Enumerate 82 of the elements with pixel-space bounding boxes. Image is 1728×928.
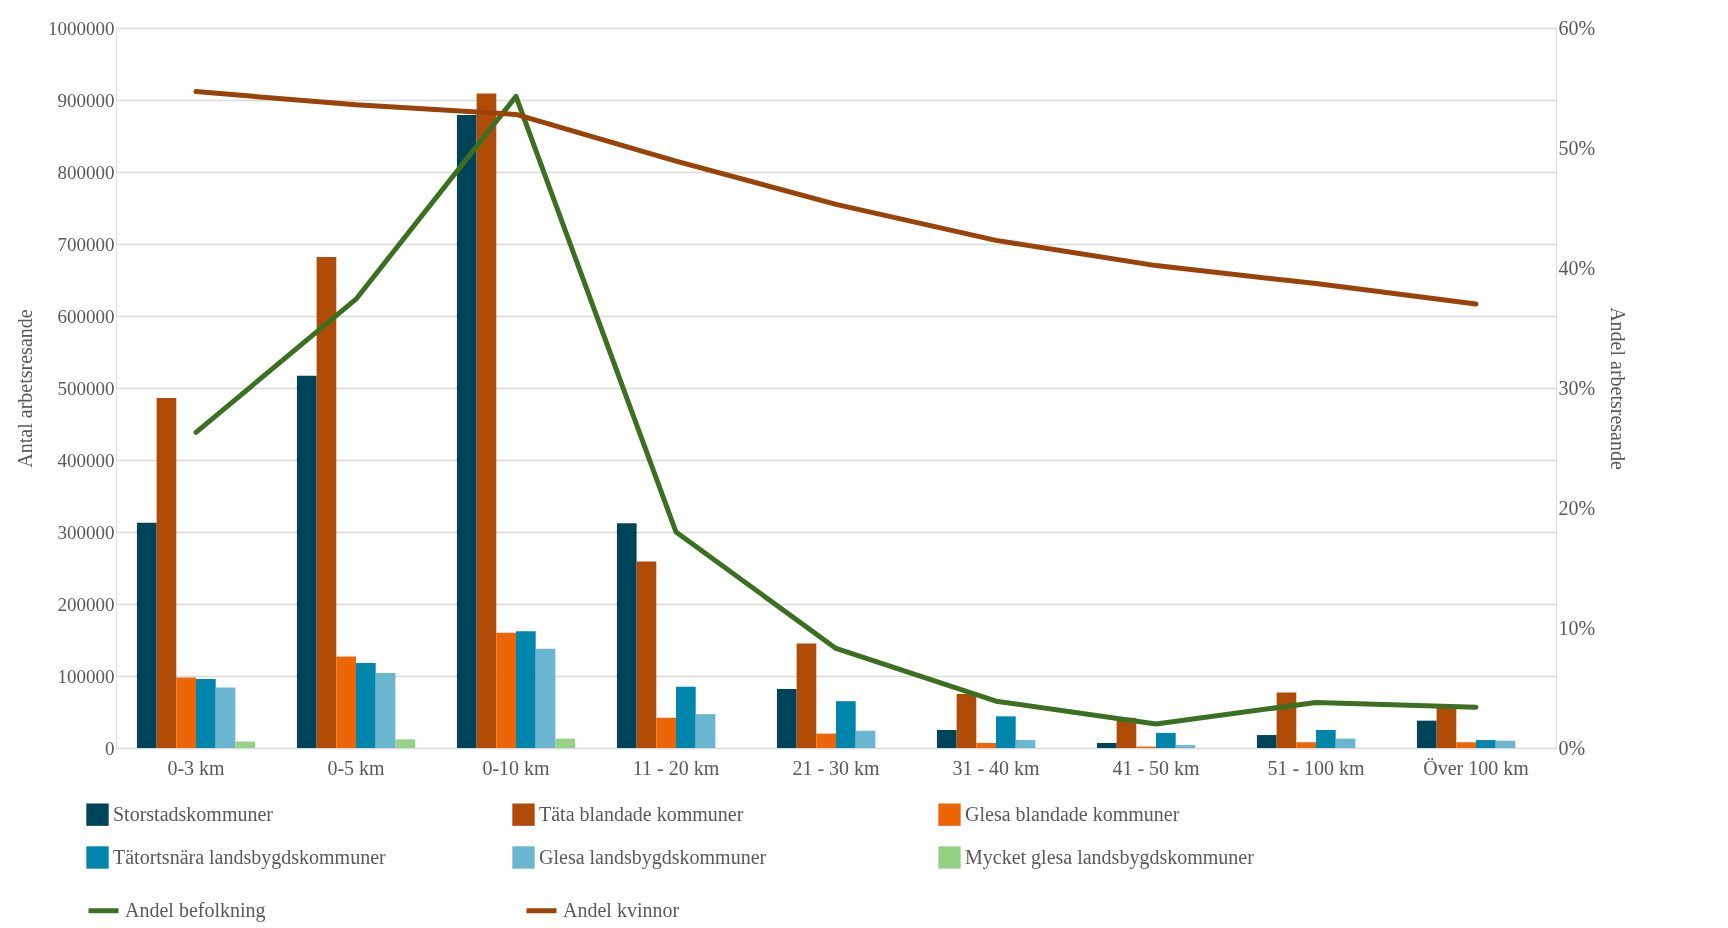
y-tick-label: 600000 bbox=[57, 305, 115, 327]
legend-label: Mycket glesa landsbygdskommuner bbox=[965, 845, 1255, 869]
bar bbox=[796, 643, 817, 748]
bar bbox=[316, 256, 337, 748]
legend-label: Tätortsnära landsbygdskommuner bbox=[113, 845, 387, 869]
bar bbox=[1436, 706, 1457, 748]
bar bbox=[656, 717, 676, 748]
y-tick-label: 400000 bbox=[57, 449, 115, 471]
y-tick-label: 800000 bbox=[57, 161, 115, 183]
bar bbox=[956, 694, 977, 748]
legend-label: Glesa landsbygdskommuner bbox=[539, 845, 767, 869]
x-tick-label: 0-5 km bbox=[327, 756, 386, 779]
bar bbox=[996, 716, 1016, 748]
y-tick-label: 500000 bbox=[57, 377, 115, 399]
bar bbox=[1495, 740, 1516, 748]
y2-tick-label: 50% bbox=[1558, 136, 1596, 159]
y-tick-label: 0 bbox=[105, 737, 115, 759]
y-tick-label: 300000 bbox=[57, 521, 115, 543]
bar bbox=[496, 632, 516, 748]
bar bbox=[816, 733, 836, 748]
x-tick-label: 41 - 50 km bbox=[1112, 756, 1201, 779]
y-tick-label: 1000000 bbox=[48, 17, 115, 39]
x-tick-label: 0-3 km bbox=[167, 756, 226, 779]
y2-axis-title: Andel arbetsresande bbox=[1607, 307, 1630, 470]
bar bbox=[516, 631, 536, 748]
bar bbox=[535, 648, 556, 748]
bar bbox=[156, 398, 177, 748]
y-axis-title: Antal arbetsresande bbox=[14, 309, 36, 468]
bar bbox=[456, 115, 477, 748]
legend-label: Glesa blandade kommuner bbox=[965, 802, 1180, 825]
bar bbox=[1096, 742, 1117, 748]
bar bbox=[296, 375, 317, 748]
bar bbox=[1015, 740, 1036, 748]
bar bbox=[176, 677, 196, 748]
bar bbox=[936, 730, 957, 748]
y2-tick-label: 0% bbox=[1558, 736, 1586, 759]
legend-label: Andel kvinnor bbox=[563, 898, 680, 921]
y-tick-label: 700000 bbox=[57, 233, 115, 255]
bar bbox=[476, 93, 497, 748]
y-tick-label: 100000 bbox=[57, 665, 115, 687]
bar bbox=[1296, 742, 1316, 748]
legend-label: Täta blandade kommuner bbox=[539, 802, 744, 825]
y-tick-label: 900000 bbox=[57, 89, 115, 111]
bar bbox=[336, 656, 356, 748]
bar bbox=[836, 701, 856, 748]
bar bbox=[375, 673, 396, 748]
x-tick-label: 31 - 40 km bbox=[952, 756, 1041, 779]
y-tick-label: 200000 bbox=[57, 593, 115, 615]
bar bbox=[395, 739, 416, 748]
bar bbox=[676, 686, 696, 748]
legend-label: Andel befolkning bbox=[125, 898, 266, 922]
y2-tick-label: 10% bbox=[1558, 616, 1596, 639]
bar bbox=[196, 678, 216, 748]
bar bbox=[136, 522, 157, 748]
bar bbox=[616, 523, 637, 748]
bar bbox=[776, 688, 797, 748]
y2-tick-label: 40% bbox=[1558, 256, 1596, 279]
bar bbox=[855, 730, 876, 748]
y2-tick-label: 30% bbox=[1558, 376, 1596, 399]
bar bbox=[1416, 720, 1437, 748]
bar bbox=[1175, 745, 1196, 748]
bar bbox=[1256, 735, 1277, 748]
bar bbox=[636, 561, 657, 748]
bar bbox=[1156, 732, 1176, 748]
x-tick-label: 11 - 20 km bbox=[632, 756, 720, 779]
bar bbox=[1476, 740, 1496, 748]
bar bbox=[215, 687, 236, 748]
y2-tick-label: 20% bbox=[1558, 496, 1596, 519]
bar bbox=[1335, 738, 1356, 748]
x-tick-label: 51 - 100 km bbox=[1267, 756, 1366, 779]
bar bbox=[555, 738, 576, 748]
x-tick-label: 21 - 30 km bbox=[792, 756, 881, 779]
bar bbox=[235, 741, 256, 748]
bar bbox=[976, 742, 996, 748]
bar bbox=[356, 663, 376, 748]
x-tick-label: Över 100 km bbox=[1423, 756, 1530, 779]
bar bbox=[1316, 730, 1336, 748]
x-tick-label: 0-10 km bbox=[482, 756, 551, 779]
bar bbox=[1456, 742, 1476, 748]
bar bbox=[695, 714, 716, 748]
legend-label: Storstadskommuner bbox=[113, 802, 274, 825]
y2-tick-label: 60% bbox=[1558, 16, 1596, 39]
